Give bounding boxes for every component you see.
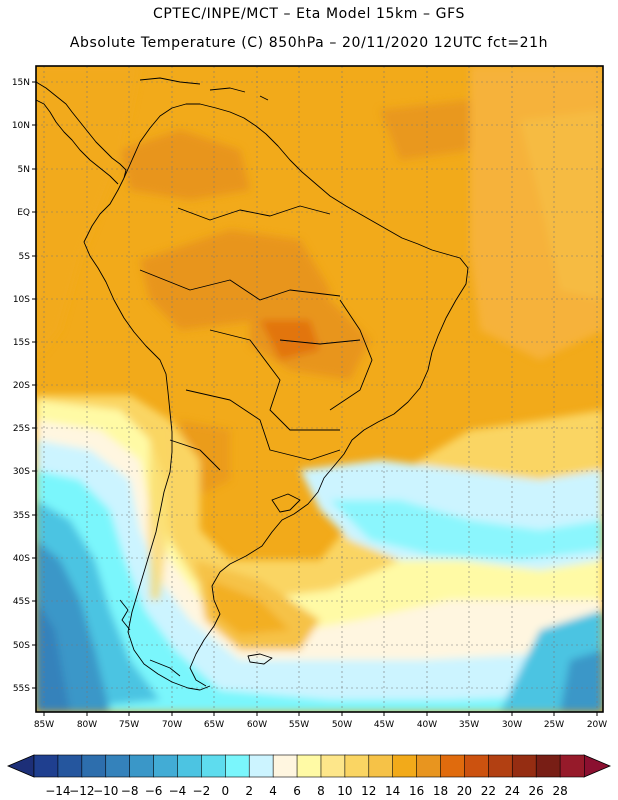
lon-label: 60W (247, 720, 267, 730)
lat-label: 20S (13, 381, 30, 391)
colorbar-swatch (440, 754, 466, 778)
colorbar-label: 26 (529, 784, 544, 798)
colorbar-arrow-left (6, 754, 35, 778)
lat-label: 55S (13, 684, 30, 694)
colorbar-label: −4 (169, 784, 187, 798)
lat-label: 35S (13, 511, 30, 521)
lon-label: 50W (332, 720, 352, 730)
lat-label: 40S (13, 554, 30, 564)
colorbar-swatch (129, 754, 155, 778)
lon-label: 25W (544, 720, 564, 730)
colorbar-swatch (559, 754, 585, 778)
colorbar-label: 20 (457, 784, 472, 798)
colorbar-label: −2 (193, 784, 211, 798)
colorbar-label: 0 (221, 784, 229, 798)
colorbar-swatch (488, 754, 513, 778)
latitude-labels: 15N 10N 5N EQ 5S 10S 15S 20S 25S 30S 35S… (12, 78, 30, 694)
colorbar-swatch (535, 754, 561, 778)
colorbar-swatch (320, 754, 346, 778)
lon-label: 35W (459, 720, 479, 730)
colorbar-label: 6 (293, 784, 301, 798)
colorbar-label: 18 (433, 784, 448, 798)
colorbar-label: 22 (481, 784, 496, 798)
lon-label: 20W (587, 720, 607, 730)
colorbar-swatch (248, 754, 274, 778)
colorbar-swatch (416, 754, 442, 778)
longitude-labels: 85W 80W 75W 70W 65W 60W 55W 50W 45W 40W … (34, 720, 607, 730)
colorbar-label: 4 (269, 784, 277, 798)
lat-label: 45S (13, 597, 30, 607)
colorbar-label: −12 (69, 784, 94, 798)
lat-label: 15N (12, 78, 30, 88)
colorbar-label: 24 (505, 784, 520, 798)
lat-label: 50S (13, 641, 30, 651)
lon-label: 65W (204, 720, 224, 730)
colorbar-swatch (392, 754, 418, 778)
lon-label: 80W (77, 720, 97, 730)
lat-label: 25S (13, 424, 30, 434)
colorbar-swatch (272, 754, 298, 778)
colorbar: −14−12−10 −8 −6 −4 −2 0 2 4 6 8 10 12 14 16 18 20 22 24 26… (6, 754, 612, 798)
lat-label: 5N (18, 165, 30, 175)
coastlines (36, 77, 469, 691)
colorbar-label: 10 (337, 784, 352, 798)
colorbar-label: −6 (145, 784, 163, 798)
colorbar-label: 2 (245, 784, 253, 798)
colorbar-label: −14 (45, 784, 70, 798)
colorbar-label: −10 (93, 784, 118, 798)
lat-label: 10S (13, 295, 30, 305)
colorbar-swatch (153, 754, 179, 778)
colorbar-label: 8 (317, 784, 325, 798)
chart-title-model: CPTEC/INPE/MCT – Eta Model 15km – GFS (152, 6, 466, 22)
temperature-field (36, 66, 603, 712)
colorbar-label: 12 (361, 784, 376, 798)
lon-label: 40W (417, 720, 437, 730)
colorbar-label: 14 (385, 784, 400, 798)
colorbar-swatch (511, 754, 537, 778)
lon-label: 30W (502, 720, 522, 730)
colorbar-swatch (296, 754, 322, 778)
colorbar-swatch (368, 754, 394, 778)
lon-label: 70W (162, 720, 182, 730)
colorbar-label: 16 (409, 784, 424, 798)
colorbar-label: 28 (552, 784, 567, 798)
axis-ticks (32, 81, 598, 716)
colorbar-arrow-right (583, 754, 612, 778)
colorbar-swatch (344, 754, 370, 778)
lon-label: 85W (34, 720, 54, 730)
lat-label: 5S (19, 252, 31, 262)
colorbar-swatch (81, 754, 107, 778)
colorbar-swatch (33, 754, 59, 778)
colorbar-label: −8 (121, 784, 139, 798)
map-frame (35, 65, 604, 713)
colorbar-swatch (464, 754, 490, 778)
lat-label: 15S (13, 338, 30, 348)
lat-label: 10N (12, 121, 30, 131)
colorbar-swatch (105, 754, 131, 778)
colorbar-swatch (177, 754, 203, 778)
colorbar-swatch (225, 754, 250, 778)
chart-title-variable: Absolute Temperature (C) 850hPa – 20/11/… (69, 35, 549, 51)
lon-label: 55W (289, 720, 309, 730)
lon-label: 45W (374, 720, 394, 730)
lat-label: EQ (17, 208, 30, 218)
colorbar-swatch (57, 754, 83, 778)
lon-label: 75W (119, 720, 139, 730)
lat-label: 30S (13, 467, 30, 477)
colorbar-swatch (201, 754, 226, 778)
